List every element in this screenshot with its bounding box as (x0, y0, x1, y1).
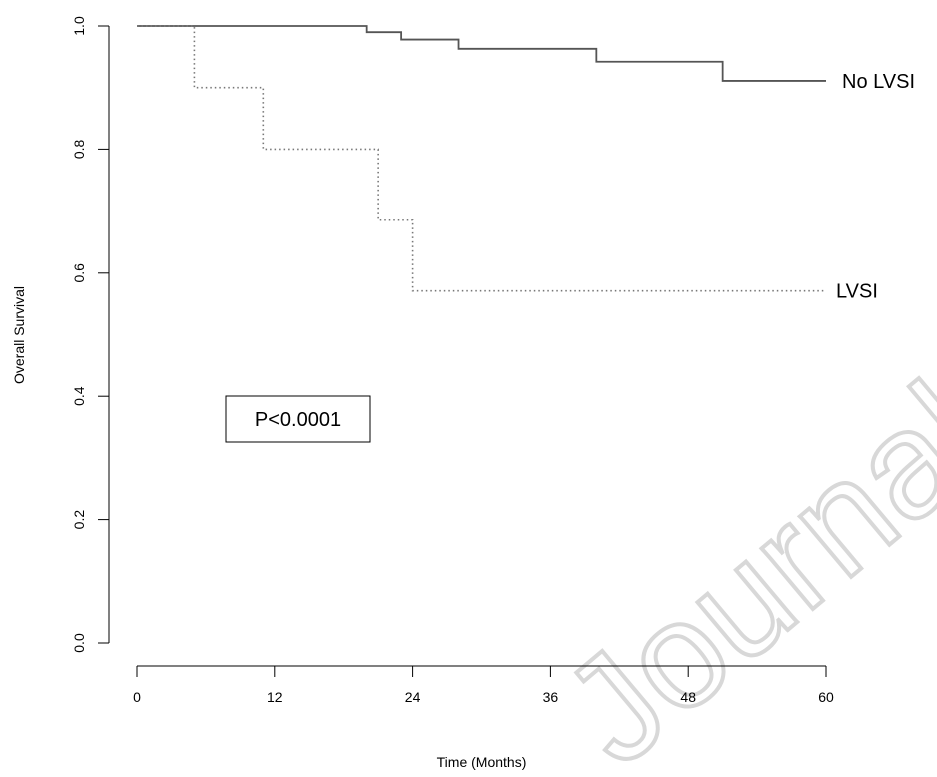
x-tick-label: 24 (405, 689, 421, 705)
y-tick-label: 0.0 (71, 633, 87, 653)
y-tick-label: 1.0 (71, 16, 87, 36)
series-label: No LVSI (842, 71, 915, 93)
watermark-text: Journal Pre-proof (532, 0, 937, 777)
x-tick-label: 60 (818, 689, 834, 705)
series-line-no-lvsi (137, 25, 826, 82)
y-tick-label: 0.8 (71, 139, 87, 159)
x-tick-label: 36 (543, 689, 559, 705)
y-tick-label: 0.2 (71, 510, 87, 530)
labels-layer: No LVSI LVSI P<0.0001 (225, 71, 915, 443)
watermark-layer: Journal Pre-proof (530, 0, 937, 777)
x-tick-label: 12 (267, 689, 283, 705)
y-tick-label: 0.4 (71, 386, 87, 406)
y-axis-label: Overall Survival (11, 286, 27, 384)
x-tick-label: 48 (680, 689, 696, 705)
y-tick-label: 0.6 (71, 263, 87, 283)
series-line-lvsi (137, 25, 826, 292)
p-value-text: P<0.0001 (255, 409, 341, 431)
x-tick-label: 0 (133, 689, 141, 705)
x-axis-label: Time (Months) (437, 754, 527, 770)
series-layer (137, 25, 826, 292)
axes: 0 12 24 36 48 60 0.0 0.2 0.4 0.6 0.8 1.0 Time (Month… (11, 16, 834, 770)
p-value-box (225, 395, 371, 443)
series-label: LVSI (836, 281, 878, 303)
